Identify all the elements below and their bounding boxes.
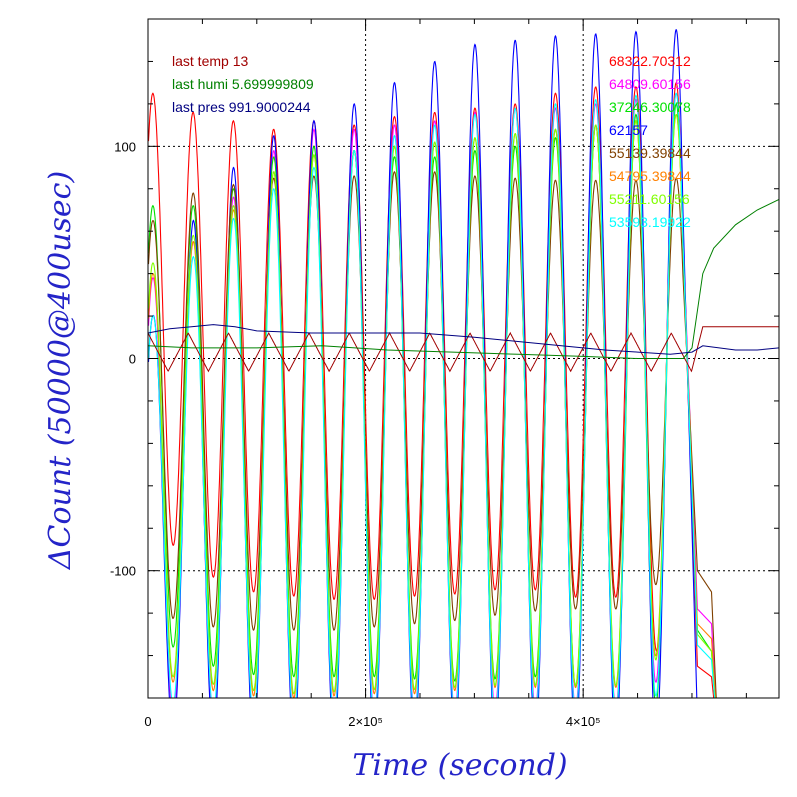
legend-right-entry-2: 37246.30078	[609, 99, 691, 115]
legend-right-entry-4: 55139.39844	[609, 145, 691, 161]
y-tick-label-2: -100	[110, 564, 136, 579]
series-line-7	[148, 92, 716, 698]
legend-right-entry-7: 53593.19922	[609, 214, 691, 230]
series-layer	[148, 29, 779, 698]
legend-left-entry-0: last temp 13	[172, 53, 248, 69]
x-tick-label-2: 4×10⁵	[566, 714, 601, 729]
env-series-line-1	[148, 198, 779, 359]
env-series-line-2	[148, 324, 779, 355]
legend-right-entry-6: 55211.60156	[609, 191, 690, 207]
legend-right-entry-5: 54795.39844	[609, 168, 691, 184]
x-tick-label-1: 2×10⁵	[348, 714, 383, 729]
legend-right-entry-3: 62157	[609, 122, 648, 138]
legend-left-entry-2: last pres 991.9000244	[172, 99, 311, 115]
axis-ticks	[147, 18, 779, 699]
series-line-4	[148, 170, 717, 698]
x-axis-title: Time (second)	[352, 748, 567, 783]
tick-labels: 0 2×10⁵ 4×10⁵ 100 0 -100	[110, 139, 601, 729]
series-line-6	[148, 113, 716, 698]
y-axis-title: ΔCount (50000@400usec)	[43, 171, 78, 570]
y-tick-label-1: 0	[129, 352, 136, 367]
y-tick-label-0: 100	[114, 139, 136, 154]
legend-left-entry-1: last humi 5.699999809	[172, 76, 314, 92]
legend-right-entry-0: 68322.70312	[609, 53, 691, 69]
legend: last temp 13 last humi 5.699999809 last pr…	[172, 53, 691, 230]
series-line-0	[148, 82, 715, 698]
x-tick-label-0: 0	[144, 714, 151, 729]
legend-right-entry-1: 64809.60156	[609, 76, 691, 92]
